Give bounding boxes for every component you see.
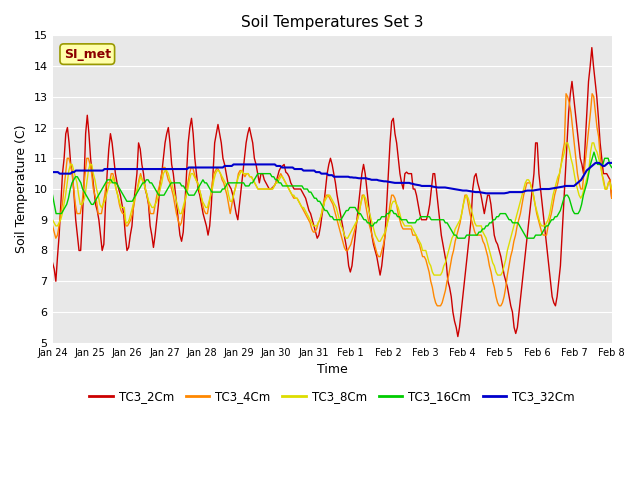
TC3_32Cm xyxy=(570,183,578,189)
TC3_2Cm xyxy=(476,186,483,192)
TC3_16Cm xyxy=(399,217,407,223)
TC3_4Cm xyxy=(135,177,143,183)
TC3_32Cm xyxy=(483,191,490,196)
TC3_32Cm xyxy=(608,160,616,166)
TC3_2Cm xyxy=(156,180,164,186)
TC3_4Cm xyxy=(562,91,570,96)
TC3_32Cm xyxy=(490,191,497,196)
TC3_8Cm xyxy=(370,226,378,232)
TC3_32Cm xyxy=(65,171,72,177)
Legend: TC3_2Cm, TC3_4Cm, TC3_8Cm, TC3_16Cm, TC3_32Cm: TC3_2Cm, TC3_4Cm, TC3_8Cm, TC3_16Cm, TC3… xyxy=(84,385,580,408)
TC3_2Cm xyxy=(79,217,86,223)
TC3_16Cm xyxy=(454,235,461,241)
TC3_8Cm xyxy=(49,217,56,223)
TC3_32Cm xyxy=(592,160,600,166)
TC3_2Cm xyxy=(595,116,602,121)
TC3_2Cm xyxy=(170,171,177,177)
TC3_8Cm xyxy=(430,272,438,278)
TC3_8Cm xyxy=(135,180,143,186)
TC3_8Cm xyxy=(489,260,497,265)
TC3_4Cm xyxy=(608,195,616,201)
TC3_16Cm xyxy=(470,232,477,238)
TC3_4Cm xyxy=(370,239,378,244)
Title: Soil Temperatures Set 3: Soil Temperatures Set 3 xyxy=(241,15,424,30)
TC3_32Cm xyxy=(199,165,207,170)
Line: TC3_16Cm: TC3_16Cm xyxy=(52,152,612,238)
TC3_4Cm xyxy=(364,211,371,216)
TC3_32Cm xyxy=(441,185,449,191)
TC3_16Cm xyxy=(590,149,598,155)
TC3_2Cm xyxy=(454,334,461,339)
TC3_8Cm xyxy=(557,162,565,168)
TC3_8Cm xyxy=(608,186,616,192)
TC3_2Cm xyxy=(431,171,438,177)
TC3_16Cm xyxy=(49,192,56,198)
Line: TC3_4Cm: TC3_4Cm xyxy=(52,94,612,306)
TC3_8Cm xyxy=(562,140,570,146)
TC3_8Cm xyxy=(292,195,300,201)
TC3_2Cm xyxy=(608,195,616,201)
X-axis label: Time: Time xyxy=(317,363,348,376)
TC3_2Cm xyxy=(49,260,56,265)
TC3_2Cm xyxy=(588,45,596,50)
Line: TC3_32Cm: TC3_32Cm xyxy=(52,163,612,193)
TC3_32Cm xyxy=(226,163,234,169)
TC3_4Cm xyxy=(433,303,441,309)
TC3_16Cm xyxy=(231,180,239,186)
TC3_8Cm xyxy=(364,202,371,207)
TC3_4Cm xyxy=(292,195,300,201)
TC3_4Cm xyxy=(557,162,565,168)
TC3_16Cm xyxy=(608,165,616,170)
Line: TC3_8Cm: TC3_8Cm xyxy=(52,143,612,275)
Y-axis label: Soil Temperature (C): Soil Temperature (C) xyxy=(15,125,28,253)
TC3_4Cm xyxy=(49,223,56,229)
Line: TC3_2Cm: TC3_2Cm xyxy=(52,48,612,336)
TC3_32Cm xyxy=(49,169,56,175)
TC3_16Cm xyxy=(67,186,74,192)
TC3_4Cm xyxy=(489,278,497,284)
Text: SI_met: SI_met xyxy=(64,48,111,60)
TC3_16Cm xyxy=(68,180,76,186)
TC3_16Cm xyxy=(273,177,281,183)
